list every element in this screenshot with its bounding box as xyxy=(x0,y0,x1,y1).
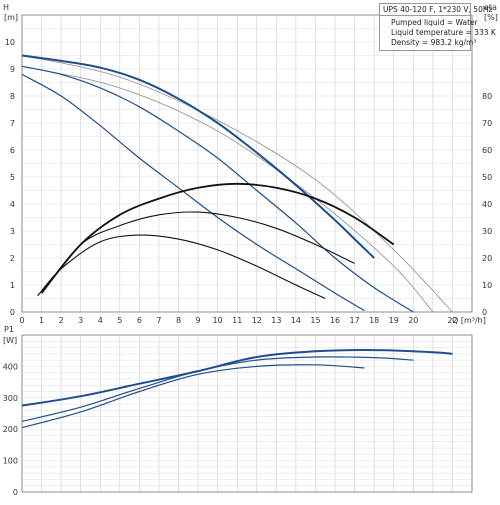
axes xyxy=(21,14,473,493)
tick-label-power: 0 xyxy=(13,488,18,497)
tick-label-flow: 5 xyxy=(117,316,122,325)
tick-label-flow: 20 xyxy=(408,316,418,325)
y-axis-label-head-unit: [m] xyxy=(4,13,18,22)
tick-label-flow: 10 xyxy=(213,316,223,325)
liquid-density: Density = 983.2 kg/m³ xyxy=(391,38,477,47)
tick-label-power: 200 xyxy=(3,425,18,434)
system-curve xyxy=(21,55,453,313)
tick-label-flow: 22 xyxy=(447,316,457,325)
tick-label-flow: 2 xyxy=(59,316,64,325)
tick-label-head: 10 xyxy=(5,38,15,47)
y-axis-label-power-unit: [W] xyxy=(3,336,17,345)
top-grid xyxy=(21,14,473,313)
system-curve xyxy=(21,65,434,313)
tick-label-flow: 16 xyxy=(330,316,340,325)
tick-label-flow: 1 xyxy=(39,316,44,325)
bottom-plot-frame xyxy=(21,334,473,493)
tick-label-eta: 40 xyxy=(482,200,492,209)
legend-box xyxy=(379,3,471,51)
y-axis-label-eta-unit: [%] xyxy=(484,13,498,22)
tick-label-flow: 8 xyxy=(176,316,181,325)
tick-label-flow: 12 xyxy=(252,316,262,325)
tick-label-flow: 9 xyxy=(196,316,201,325)
tick-label-head: 0 xyxy=(10,308,15,317)
bottom-grid xyxy=(21,334,473,493)
tick-label-flow: 14 xyxy=(291,316,301,325)
tick-label-eta: 0 xyxy=(482,308,487,317)
tick-label-head: 7 xyxy=(10,119,15,128)
head-curve-high xyxy=(21,54,375,259)
tick-label-flow: 7 xyxy=(156,316,161,325)
tick-label-head: 5 xyxy=(10,173,15,182)
tick-label-eta: 50 xyxy=(482,173,492,182)
tick-label-flow: 11 xyxy=(232,316,242,325)
legend-separator xyxy=(379,15,471,16)
tick-label-head: 9 xyxy=(10,65,15,74)
power-curve-low xyxy=(21,364,365,429)
power-curve-medium xyxy=(21,356,414,422)
pump-model: UPS 40-120 F, 1*230 V, 50Hz xyxy=(383,5,493,14)
tick-label-eta: 10 xyxy=(482,281,492,290)
tick-label-eta: 30 xyxy=(482,227,492,236)
tick-label-eta: 20 xyxy=(482,254,492,263)
tick-label-power: 300 xyxy=(3,394,18,403)
tick-label-head: 1 xyxy=(10,281,15,290)
head-curve-medium xyxy=(21,65,414,313)
tick-label-eta: 80 xyxy=(482,92,492,101)
tick-label-flow: 4 xyxy=(98,316,103,325)
tick-label-flow: 19 xyxy=(389,316,399,325)
tick-label-head: 2 xyxy=(10,254,15,263)
tick-label-head: 4 xyxy=(10,200,15,209)
tick-label-eta: 70 xyxy=(482,119,492,128)
y-axis-label-power: P1 xyxy=(4,325,14,334)
power-curve-high xyxy=(21,349,453,407)
eta-curve-low xyxy=(37,234,326,300)
eta-curve-medium xyxy=(41,211,355,294)
tick-label-power: 100 xyxy=(3,457,18,466)
x-axis-label: Q [m³/h] xyxy=(452,316,486,325)
tick-label-flow: 6 xyxy=(137,316,142,325)
tick-label-flow: 18 xyxy=(369,316,379,325)
tick-label-flow: 17 xyxy=(350,316,360,325)
eta-curve-high xyxy=(40,182,395,294)
y-axis-label-head: H xyxy=(3,3,9,12)
tick-label-flow: 3 xyxy=(78,316,83,325)
tick-label-flow: 13 xyxy=(271,316,281,325)
tick-label-flow: 0 xyxy=(19,316,24,325)
tick-label-eta: 60 xyxy=(482,146,492,155)
tick-label-power: 400 xyxy=(3,362,18,371)
top-plot-frame xyxy=(21,14,473,313)
curves xyxy=(21,54,453,429)
liquid-temperature: Liquid temperature = 333 K xyxy=(391,28,496,37)
tick-label-head: 6 xyxy=(10,146,15,155)
head-curve-low xyxy=(21,73,365,312)
y-axis-label-eta: eta xyxy=(484,3,497,12)
pumped-liquid: Pumped liquid = Water xyxy=(391,18,478,27)
tick-label-head: 3 xyxy=(10,227,15,236)
tick-label-flow: 15 xyxy=(310,316,320,325)
tick-label-head: 8 xyxy=(10,92,15,101)
